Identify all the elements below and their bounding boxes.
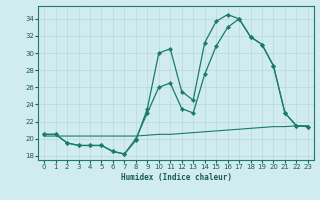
X-axis label: Humidex (Indice chaleur): Humidex (Indice chaleur) bbox=[121, 173, 231, 182]
